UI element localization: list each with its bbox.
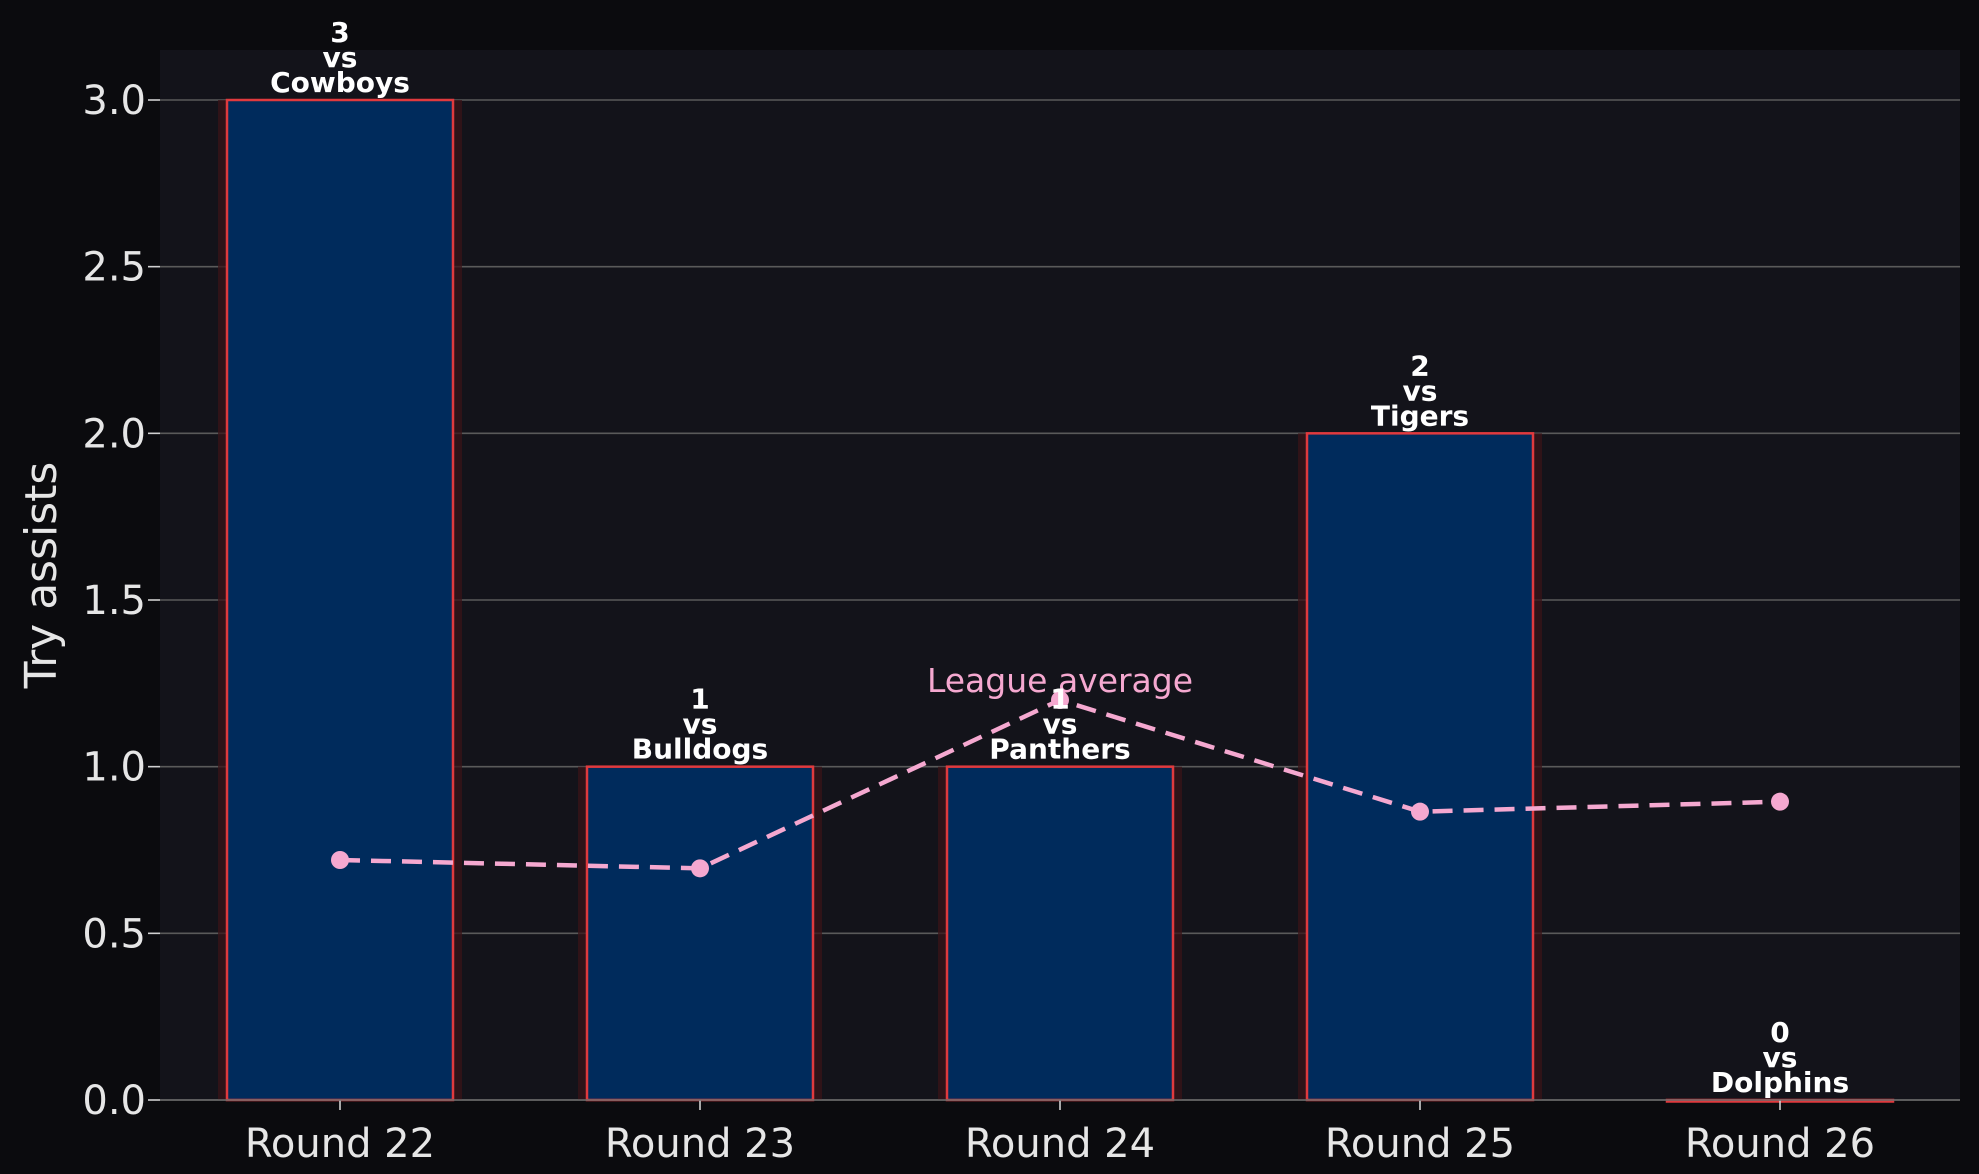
bar-annotation: 1 — [1050, 683, 1069, 716]
bar-annotation: 1 — [690, 683, 709, 716]
y-tick-label: 0.0 — [82, 1078, 146, 1124]
bar-round-24 — [945, 765, 1175, 1102]
bar-annotation: vs — [323, 41, 358, 74]
y-tick-label: 2.5 — [82, 245, 146, 291]
bar-round-22 — [225, 98, 455, 1102]
bar-annotation: Bulldogs — [632, 733, 768, 766]
bar-annotation: Panthers — [989, 733, 1130, 766]
y-tick-label: 0.5 — [82, 911, 146, 957]
bar-annotation: Cowboys — [270, 66, 410, 99]
bars — [218, 98, 1895, 1103]
bar-annotation: 3 — [330, 16, 349, 49]
bar-annotation: 2 — [1410, 349, 1429, 382]
bar-annotation: Dolphins — [1711, 1066, 1849, 1099]
league-average-line: League average — [331, 661, 1789, 878]
bar-annotation: 0 — [1770, 1016, 1789, 1049]
bar-round-25 — [1305, 432, 1535, 1102]
bar-annotation: Tigers — [1371, 399, 1469, 432]
bar-annotation: vs — [1403, 374, 1438, 407]
bar-annotation: vs — [1043, 708, 1078, 741]
league-average-point — [1051, 691, 1069, 709]
league-average-point — [1771, 792, 1789, 811]
y-axis: 0.0 0.5 1.0 1.5 2.0 2.5 3.0 — [82, 78, 1960, 1124]
y-tick-label: 3.0 — [82, 78, 146, 124]
bar-round-23 — [585, 765, 815, 1102]
y-tick-label: 1.5 — [82, 578, 146, 624]
y-axis-label: Try assists — [16, 462, 67, 690]
y-tick-label: 2.0 — [82, 411, 146, 457]
x-tick-label: Round 23 — [605, 1121, 795, 1167]
x-tick-label: Round 22 — [245, 1121, 435, 1167]
y-tick-label: 1.0 — [82, 745, 146, 791]
league-average-point — [331, 851, 349, 869]
x-tick-label: Round 25 — [1325, 1121, 1515, 1167]
bar-annotation: vs — [1763, 1041, 1798, 1074]
league-average-point — [1411, 802, 1429, 821]
bar-annotation: vs — [683, 708, 718, 741]
league-average-point — [691, 859, 709, 878]
x-tick-label: Round 26 — [1685, 1121, 1875, 1167]
bar-labels: 3vsCowboys1vsBulldogs1vsPanthers2vsTiger… — [270, 16, 1849, 1099]
x-axis: Round 22 Round 23 Round 24 Round 25 Round 26 — [245, 1100, 1875, 1167]
x-tick-label: Round 24 — [965, 1121, 1155, 1167]
league-average-label: League average — [927, 661, 1193, 700]
